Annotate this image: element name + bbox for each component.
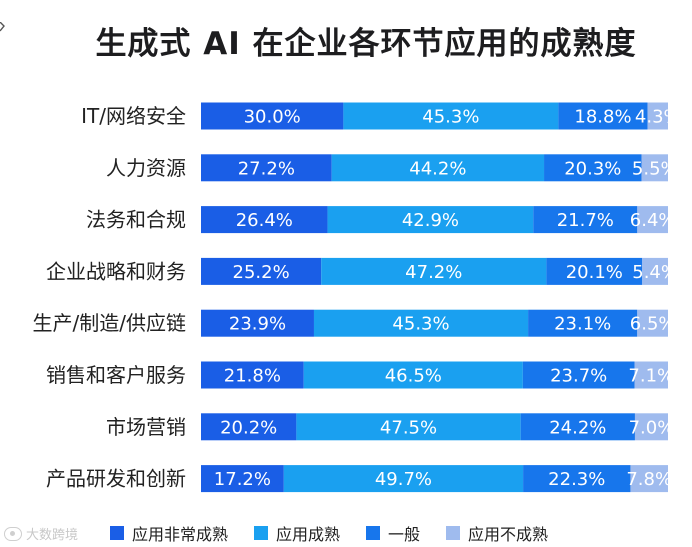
bar-segment — [296, 413, 521, 441]
legend-label: 应用成熟 — [276, 525, 341, 544]
bar-segment — [634, 413, 668, 441]
bar-segment — [303, 361, 523, 389]
data-label: 22.3% — [548, 469, 605, 490]
data-label: 25.2% — [233, 262, 290, 283]
data-label: 44.2% — [409, 158, 466, 179]
legend-label: 应用非常成熟 — [132, 525, 229, 544]
bar-segment — [321, 257, 547, 285]
legend-swatch — [254, 526, 269, 540]
legend-item: 一般 — [366, 521, 420, 545]
bar-segment — [201, 154, 332, 182]
bar-segment — [647, 102, 668, 130]
data-label: 4.3% — [635, 107, 681, 128]
data-label: 21.8% — [224, 366, 281, 387]
corner-mark — [0, 22, 5, 32]
category-label: 市场营销 — [106, 415, 186, 439]
data-label: 24.2% — [549, 417, 606, 438]
chart-title: 生成式 AI 在企业各环节应用的成熟度 — [95, 26, 637, 62]
legend-item: 应用不成熟 — [446, 521, 548, 545]
data-label: 20.2% — [220, 417, 277, 438]
bar-segment — [201, 465, 284, 493]
bar-segment — [528, 309, 638, 337]
bar-segment — [544, 154, 642, 182]
bar-segment — [520, 413, 635, 441]
data-label: 49.7% — [375, 469, 432, 490]
data-label: 47.5% — [380, 417, 437, 438]
data-label: 17.2% — [214, 469, 271, 490]
data-label: 5.5% — [632, 158, 678, 179]
data-label: 23.9% — [229, 314, 286, 335]
bar-segment — [642, 257, 668, 285]
bar-segment — [634, 361, 668, 389]
data-label: 23.7% — [550, 366, 607, 387]
data-label: 5.4% — [632, 262, 678, 283]
watermark-logo-icon — [4, 526, 22, 541]
data-label: 7.1% — [628, 366, 674, 387]
bar-segment — [327, 206, 534, 234]
data-label: 20.3% — [564, 158, 621, 179]
category-label: 人力资源 — [106, 156, 186, 180]
category-label: IT/网络安全 — [81, 104, 186, 128]
category-label: 法务和合规 — [86, 208, 186, 232]
data-label: 23.1% — [554, 314, 611, 335]
bar-segment — [313, 309, 529, 337]
legend-swatch — [446, 526, 461, 540]
legend-swatch — [366, 526, 381, 540]
legend-label: 一般 — [388, 525, 421, 544]
bar-segment — [201, 361, 304, 389]
data-label: 45.3% — [392, 314, 449, 335]
bar-segment — [201, 102, 344, 130]
legend-item: 应用成熟 — [254, 521, 340, 545]
category-label: 生产/制造/供应链 — [33, 311, 186, 335]
bar-segment — [637, 309, 668, 337]
data-label: 26.4% — [236, 210, 293, 231]
bar-segment — [641, 154, 668, 182]
watermark-text: 大数跨境 — [26, 528, 79, 543]
category-label: 企业战略和财务 — [46, 259, 186, 283]
bar-segment — [201, 257, 322, 285]
bar-segment — [201, 413, 297, 441]
category-label: 产品研发和创新 — [46, 467, 186, 491]
category-label: 销售和客户服务 — [46, 363, 186, 387]
data-label: 7.0% — [629, 417, 675, 438]
bar-segment — [523, 465, 631, 493]
chart-legend: 应用非常成熟 应用成熟 一般 应用不成熟 — [110, 521, 548, 545]
bar-segment — [331, 154, 545, 182]
watermark: 大数跨境 — [4, 524, 78, 543]
legend-item: 应用非常成熟 — [110, 521, 228, 545]
data-label: 46.5% — [385, 366, 442, 387]
data-label: 30.0% — [244, 107, 301, 128]
bar-segment — [201, 309, 314, 337]
bar-segment — [558, 102, 648, 130]
data-label: 42.9% — [402, 210, 459, 231]
bar-segment — [546, 257, 643, 285]
bar-segment — [343, 102, 559, 130]
bar-segment — [533, 206, 638, 234]
stacked-bar-chart: IT/网络安全 30.0% 45.3% 18.8% 4.3% 人力资源 27.2% 44.2%… — [32, 102, 681, 493]
bar-segment — [630, 465, 668, 493]
data-label: 6.5% — [630, 314, 676, 335]
data-label: 6.4% — [630, 210, 676, 231]
data-label: 45.3% — [422, 107, 479, 128]
legend-swatch — [110, 526, 124, 540]
bar-segment — [283, 465, 524, 493]
data-label: 18.8% — [574, 107, 631, 128]
data-label: 27.2% — [238, 158, 295, 179]
legend-label: 应用不成熟 — [468, 525, 549, 544]
data-label: 47.2% — [405, 262, 462, 283]
bar-segment — [201, 206, 328, 234]
bar-segment — [522, 361, 635, 389]
data-label: 7.8% — [626, 469, 672, 490]
data-label: 21.7% — [557, 210, 614, 231]
data-label: 20.1% — [566, 262, 623, 283]
bar-segment — [637, 206, 668, 234]
